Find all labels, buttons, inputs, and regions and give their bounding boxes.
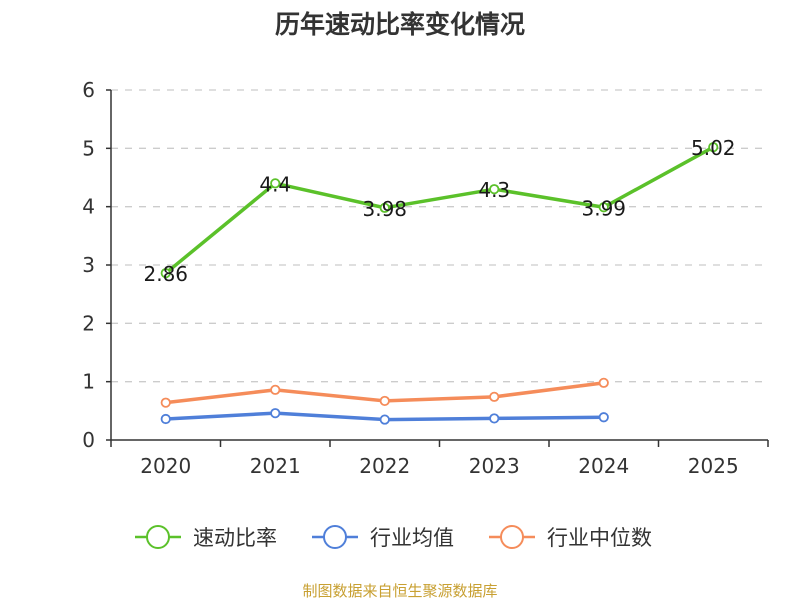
axis-layer: 0 1 2 3 4 5 6 2020 2021 2022 2023 2024 2025 [82,78,769,478]
data-label-2021: 4.4 [259,172,291,196]
data-label-2024: 3.99 [581,196,626,220]
data-label-2023: 4.3 [478,178,510,202]
chart-title: 历年速动比率变化情况 [275,10,525,39]
data-point-s2-2022 [379,395,390,407]
legend-label: 速动比率 [193,526,277,550]
data-label-layer: 2.86 4.4 3.98 4.3 3.99 5.02 [143,136,735,286]
data-point-s0-2023 [489,184,500,195]
x-tick-label-2021: 2021 [250,454,301,478]
data-point-s0-2021 [270,178,281,189]
legend-item-0[interactable]: 速动比率 [135,525,277,550]
data-point-s0-2020 [160,268,171,279]
data-point-s1-2023 [489,413,500,424]
legend: 速动比率 行业均值 行业中位数 [135,525,652,550]
y-tick-label: 0 [82,428,95,452]
data-label-2022: 3.98 [362,197,407,221]
source-note: 制图数据来自恒生聚源数据库 [302,582,497,600]
y-tick-label: 5 [82,136,95,160]
legend-item-2[interactable]: 行业中位数 [489,525,652,550]
legend-marker-icon [323,525,347,549]
legend-marker-icon [146,525,170,549]
data-point-s1-2024 [598,412,609,423]
x-tick-label-2023: 2023 [469,454,520,478]
data-point-s1-2020 [160,413,171,425]
data-label-2020: 2.86 [143,262,188,286]
data-point-s2-2023 [489,391,500,402]
x-tick-label-2022: 2022 [359,454,410,478]
legend-item-1[interactable]: 行业均值 [312,525,454,550]
y-tick-label: 2 [82,311,95,335]
data-point-s1-2022 [379,414,390,425]
series-line-0 [164,145,715,275]
data-point-s0-2024 [598,202,609,213]
y-tick-label: 3 [82,253,95,277]
x-tick-label-2024: 2024 [578,454,629,478]
data-point-s2-2024 [598,377,609,388]
y-tick-label: 4 [82,195,95,219]
legend-marker-icon [500,525,524,549]
series-layer [160,142,719,425]
y-tick-label: 1 [82,370,95,394]
x-tick-label-2025: 2025 [688,454,739,478]
data-point-s1-2021 [270,408,281,419]
data-point-s2-2020 [160,397,171,408]
data-point-s2-2021 [270,384,281,395]
y-tick-label: 6 [82,78,95,102]
legend-label: 行业中位数 [547,526,652,550]
legend-label: 行业均值 [370,526,454,550]
x-tick-label-2020: 2020 [140,454,191,478]
data-point-s0-2022 [379,202,390,213]
data-point-s0-2025 [708,142,719,153]
grid-layer [111,89,768,383]
data-label-2025: 5.02 [691,136,736,160]
